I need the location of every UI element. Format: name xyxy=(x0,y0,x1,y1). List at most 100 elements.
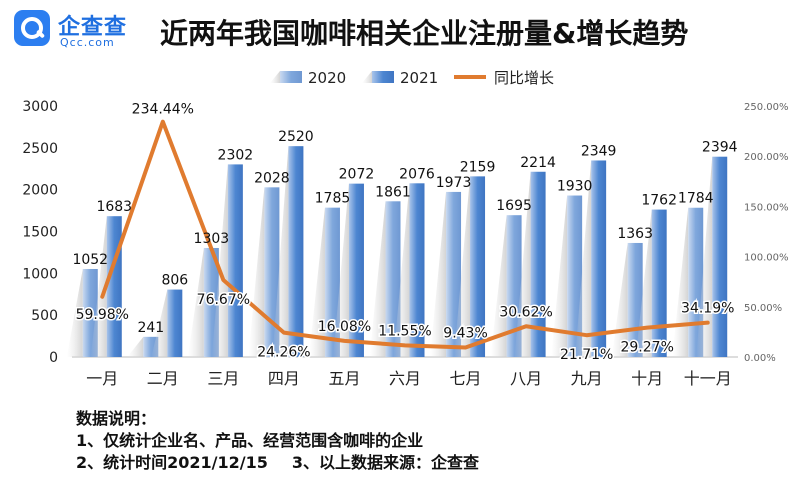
bars xyxy=(66,146,728,357)
bar-2020 xyxy=(324,207,340,357)
bar-2021 xyxy=(409,183,425,357)
logo-domain: Qcc.com xyxy=(60,36,115,49)
y-right-tick-label: 150.00% xyxy=(744,202,789,213)
bar-2020-shadow xyxy=(369,201,386,357)
bar-2020 xyxy=(385,201,401,357)
bar-2021-shadow xyxy=(151,289,168,357)
bar-2021-value-label: 1683 xyxy=(96,199,132,215)
legend-swatch-2021 xyxy=(372,71,394,83)
bar-2020-value-label: 1784 xyxy=(678,191,714,207)
axes: 0 500 1000 1500 2000 2500 3000 0.00% 50.00% 100.0… xyxy=(22,99,788,388)
bar-2021-value-label: 2394 xyxy=(702,140,738,156)
bar-2020-value-label: 1785 xyxy=(315,191,351,207)
bar-2021 xyxy=(227,164,243,357)
chart-title: 近两年我国咖啡相关企业注册量&增长趋势 xyxy=(160,17,689,50)
bar-2021-shadow xyxy=(514,171,531,357)
chart: 2020 2021 同比增长 0 500 1000 1500 2000 2500 3000 0.0… xyxy=(22,69,788,388)
x-tick-label: 一月 xyxy=(86,369,118,388)
growth-value-label: 16.08% xyxy=(318,319,371,335)
bar-2021-shadow xyxy=(454,176,471,357)
bar-2021 xyxy=(591,160,607,357)
bar-2020-value-label: 1052 xyxy=(72,252,108,268)
bar-2020-value-label: 1363 xyxy=(617,226,653,242)
y-right-tick-label: 0.00% xyxy=(744,353,776,364)
bar-2021-value-label: 2214 xyxy=(520,155,556,171)
y-right-tick-label: 50.00% xyxy=(744,303,782,314)
bar-2020-shadow xyxy=(248,187,265,357)
x-tick-label: 八月 xyxy=(510,369,542,388)
legend-label: 2021 xyxy=(400,69,438,87)
growth-value-label: 29.27% xyxy=(620,340,673,356)
bar-2020-shadow xyxy=(611,242,628,357)
x-tick-label: 三月 xyxy=(207,369,239,388)
growth-value-label: 11.55% xyxy=(378,323,431,339)
bar-2021-value-label: 2159 xyxy=(460,159,496,175)
y-left-tick-label: 0 xyxy=(49,350,58,366)
growth-value-label: 59.98% xyxy=(76,307,129,323)
y-left-tick-label: 3000 xyxy=(22,99,58,115)
x-tick-label: 十一月 xyxy=(684,369,732,388)
growth-value-label: 30.62% xyxy=(499,304,552,320)
x-tick-label: 十月 xyxy=(631,369,663,388)
growth-line-path xyxy=(100,119,710,350)
x-tick-label: 五月 xyxy=(328,369,360,388)
y-right-tick-label: 100.00% xyxy=(744,253,789,264)
notes-line-2a: 2、统计时间2021/12/15 xyxy=(76,453,268,472)
bar-2021 xyxy=(530,171,546,357)
y-left-tick-label: 1000 xyxy=(22,266,58,282)
header: 企查查 Qcc.com 近两年我国咖啡相关企业注册量&增长趋势 xyxy=(0,0,804,58)
bar-2020-shadow xyxy=(430,191,447,357)
bar-2020-value-label: 1973 xyxy=(436,175,472,191)
bar-2021-shadow xyxy=(272,146,289,357)
notes-line-1: 1、仅统计企业名、产品、经营范围含咖啡的企业 xyxy=(76,431,424,450)
legend-swatch-shadow xyxy=(270,71,280,83)
growth-value-label: 21.71% xyxy=(560,347,613,363)
x-tick-label: 六月 xyxy=(389,369,421,388)
legend-label: 同比增长 xyxy=(494,69,554,87)
bar-2020-shadow xyxy=(187,247,204,357)
growth-value-label: 9.43% xyxy=(443,326,487,342)
bar-2021 xyxy=(712,156,728,357)
qcc-logo-icon xyxy=(14,10,50,46)
bar-2021-shadow xyxy=(332,183,349,357)
logo-name: 企查查 xyxy=(58,15,128,40)
x-tick-label: 二月 xyxy=(147,369,179,388)
bar-2021 xyxy=(470,176,486,357)
y-left-tick-label: 2000 xyxy=(22,183,58,199)
bar-2020-shadow xyxy=(551,195,568,357)
bar-2020-value-label: 1930 xyxy=(557,179,593,195)
bar-2021-shadow xyxy=(635,209,652,357)
y-left-tick-label: 2500 xyxy=(22,141,58,157)
bar-2020-shadow xyxy=(66,268,83,357)
growth-value-label: 76.67% xyxy=(197,292,250,308)
data-notes: 数据说明： 1、仅统计企业名、产品、经营范围含咖啡的企业 2、统计时间2021/… xyxy=(76,408,796,474)
bar-2021 xyxy=(651,209,667,357)
y-right-tick-label: 250.00% xyxy=(744,102,789,113)
growth-value-label: 234.44% xyxy=(132,102,194,118)
logo: 企查查 Qcc.com xyxy=(14,8,144,52)
y-left-tick-label: 500 xyxy=(31,308,58,324)
growth-value-label: 34.19% xyxy=(681,301,734,317)
bar-2021-value-label: 2349 xyxy=(581,143,617,159)
bar-2020-value-label: 1303 xyxy=(194,231,230,247)
bar-2021-value-label: 2302 xyxy=(218,147,254,163)
x-tick-label: 七月 xyxy=(450,369,482,388)
bar-2021 xyxy=(167,289,183,357)
x-tick-label: 九月 xyxy=(571,369,603,388)
bar-2020-shadow xyxy=(672,207,689,357)
bar-2021-shadow xyxy=(393,183,410,357)
bar-2021-shadow xyxy=(90,216,107,357)
bar-2020-value-label: 1861 xyxy=(375,184,411,200)
bar-2020-value-label: 241 xyxy=(137,320,164,336)
y-right-tick-label: 200.00% xyxy=(744,152,789,163)
x-tick-label: 四月 xyxy=(268,369,300,388)
bar-2020-value-label: 2028 xyxy=(254,170,290,186)
bar-2020-shadow xyxy=(490,215,507,357)
notes-line-2b: 3、以上数据来源：企查查 xyxy=(291,453,480,472)
bar-2021-shadow xyxy=(211,164,228,357)
bar-2020 xyxy=(567,195,583,357)
bar-2020-shadow xyxy=(308,207,325,357)
bar-2021-value-label: 2076 xyxy=(399,166,435,182)
bar-2021 xyxy=(288,146,304,357)
